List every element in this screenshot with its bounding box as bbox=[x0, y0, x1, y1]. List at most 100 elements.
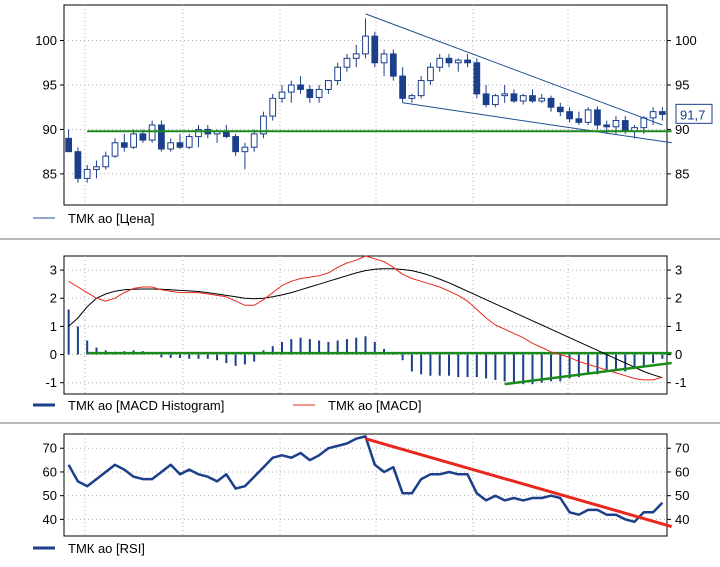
candle-down bbox=[306, 88, 314, 98]
candle-down bbox=[529, 95, 536, 102]
candle-up bbox=[427, 66, 434, 82]
trend-line-lower bbox=[402, 102, 672, 144]
candle-up bbox=[408, 95, 416, 99]
candle-up bbox=[436, 57, 444, 68]
candle-up bbox=[130, 133, 137, 148]
y-tick-label-left: 0 bbox=[50, 347, 57, 362]
y-tick-label-right: 0 bbox=[675, 347, 682, 362]
candle-up bbox=[612, 120, 620, 128]
candle-up bbox=[352, 53, 360, 59]
candle-down bbox=[575, 118, 583, 123]
y-tick-label-right: 2 bbox=[675, 291, 682, 306]
y-tick-label-left: 2 bbox=[50, 291, 57, 306]
candle-down bbox=[621, 120, 629, 132]
candle-up bbox=[250, 133, 258, 148]
candle-up bbox=[287, 84, 295, 93]
signal-line bbox=[68, 268, 663, 379]
candle-down bbox=[371, 35, 379, 64]
candle-down bbox=[389, 53, 397, 77]
candle-up bbox=[501, 93, 509, 97]
candle-up bbox=[241, 146, 249, 153]
candle-up bbox=[102, 155, 110, 168]
candle-up bbox=[362, 35, 369, 55]
candle-up bbox=[417, 80, 425, 97]
candle-down bbox=[139, 133, 147, 141]
legend-label: ТМК ао [Цена] bbox=[68, 211, 155, 226]
y-tick-label-right: -1 bbox=[675, 375, 687, 390]
candle-down bbox=[464, 59, 471, 64]
candle-down bbox=[399, 75, 406, 99]
candle-down bbox=[510, 93, 518, 102]
candle-up bbox=[83, 168, 91, 179]
candle-down bbox=[566, 111, 573, 120]
candle-down bbox=[74, 151, 82, 179]
legend-label: ТМК ао [MACD] bbox=[328, 398, 422, 413]
y-tick-label-left: -1 bbox=[45, 375, 57, 390]
last-value-label: 91,7 bbox=[680, 107, 705, 122]
y-tick-label-right: 1 bbox=[675, 319, 682, 334]
candle-up bbox=[538, 97, 546, 102]
candle-up bbox=[584, 109, 592, 123]
candle-up bbox=[454, 59, 462, 64]
candle-up bbox=[519, 95, 527, 102]
y-tick-label-right: 40 bbox=[675, 512, 689, 527]
candle-up bbox=[195, 128, 202, 138]
candle-up bbox=[167, 142, 175, 150]
trend-line bbox=[504, 361, 672, 386]
y-tick-label-left: 90 bbox=[43, 122, 57, 137]
trend-line-upper bbox=[365, 13, 663, 126]
y-tick-label-left: 100 bbox=[35, 33, 57, 48]
candle-up bbox=[278, 91, 286, 99]
candle-up bbox=[315, 88, 323, 98]
legend-label: ТМК ао [MACD Histogram] bbox=[68, 398, 224, 413]
candle-up bbox=[492, 95, 499, 106]
panel-macd: -1 -1 0 0 1 1 2 2 3 3 ТМК ао [MACD Histogram] ТМК а… bbox=[33, 255, 687, 413]
candle-down bbox=[658, 111, 666, 115]
y-tick-label-left: 95 bbox=[43, 78, 57, 93]
candle-down bbox=[297, 84, 304, 90]
panel-price: 85 85 90 90 95 95 100 100 91,7 ТМК ао [Цена] bbox=[33, 4, 713, 226]
y-tick-label-right: 50 bbox=[675, 488, 689, 503]
candle-down bbox=[176, 142, 184, 148]
y-tick-label-left: 70 bbox=[43, 441, 57, 456]
y-tick-label-right: 60 bbox=[675, 464, 689, 479]
y-tick-label-right: 95 bbox=[675, 78, 689, 93]
y-tick-label-right: 3 bbox=[675, 263, 682, 278]
y-tick-label-left: 60 bbox=[43, 464, 57, 479]
macd-line bbox=[68, 255, 663, 381]
candle-up bbox=[148, 124, 156, 141]
candle-down bbox=[556, 106, 564, 113]
candle-up bbox=[269, 97, 277, 117]
candle-down bbox=[594, 109, 601, 126]
candle-up bbox=[93, 166, 100, 170]
plot-frame bbox=[63, 255, 668, 395]
candle-up bbox=[343, 57, 351, 68]
panel-rsi: 40 40 50 50 60 60 70 70 ТМК ао [RSI] bbox=[33, 433, 689, 556]
candle-up bbox=[325, 80, 332, 90]
candle-down bbox=[547, 97, 555, 108]
candle-down bbox=[158, 124, 165, 150]
y-tick-label-left: 85 bbox=[43, 166, 57, 181]
candle-up bbox=[380, 53, 388, 64]
candle-up bbox=[111, 142, 119, 157]
rsi-line bbox=[67, 435, 664, 524]
y-tick-label-right: 100 bbox=[675, 33, 697, 48]
candle-down bbox=[473, 62, 481, 95]
last-value-box bbox=[675, 103, 713, 124]
y-tick-label-right: 70 bbox=[675, 441, 689, 456]
trend-line bbox=[365, 437, 673, 528]
candle-down bbox=[603, 124, 611, 128]
y-tick-label-left: 50 bbox=[43, 488, 57, 503]
candle-down bbox=[232, 136, 239, 153]
candle-down bbox=[482, 93, 490, 106]
candle-down bbox=[445, 57, 453, 64]
candle-down bbox=[65, 137, 73, 153]
y-tick-label-right: 90 bbox=[675, 122, 689, 137]
candle-up bbox=[334, 66, 342, 82]
y-tick-label-left: 1 bbox=[50, 319, 57, 334]
legend-label: ТМК ао [RSI] bbox=[68, 541, 145, 556]
plot-frame bbox=[63, 433, 668, 537]
candle-down bbox=[120, 142, 128, 148]
y-tick-label-right: 85 bbox=[675, 166, 689, 181]
